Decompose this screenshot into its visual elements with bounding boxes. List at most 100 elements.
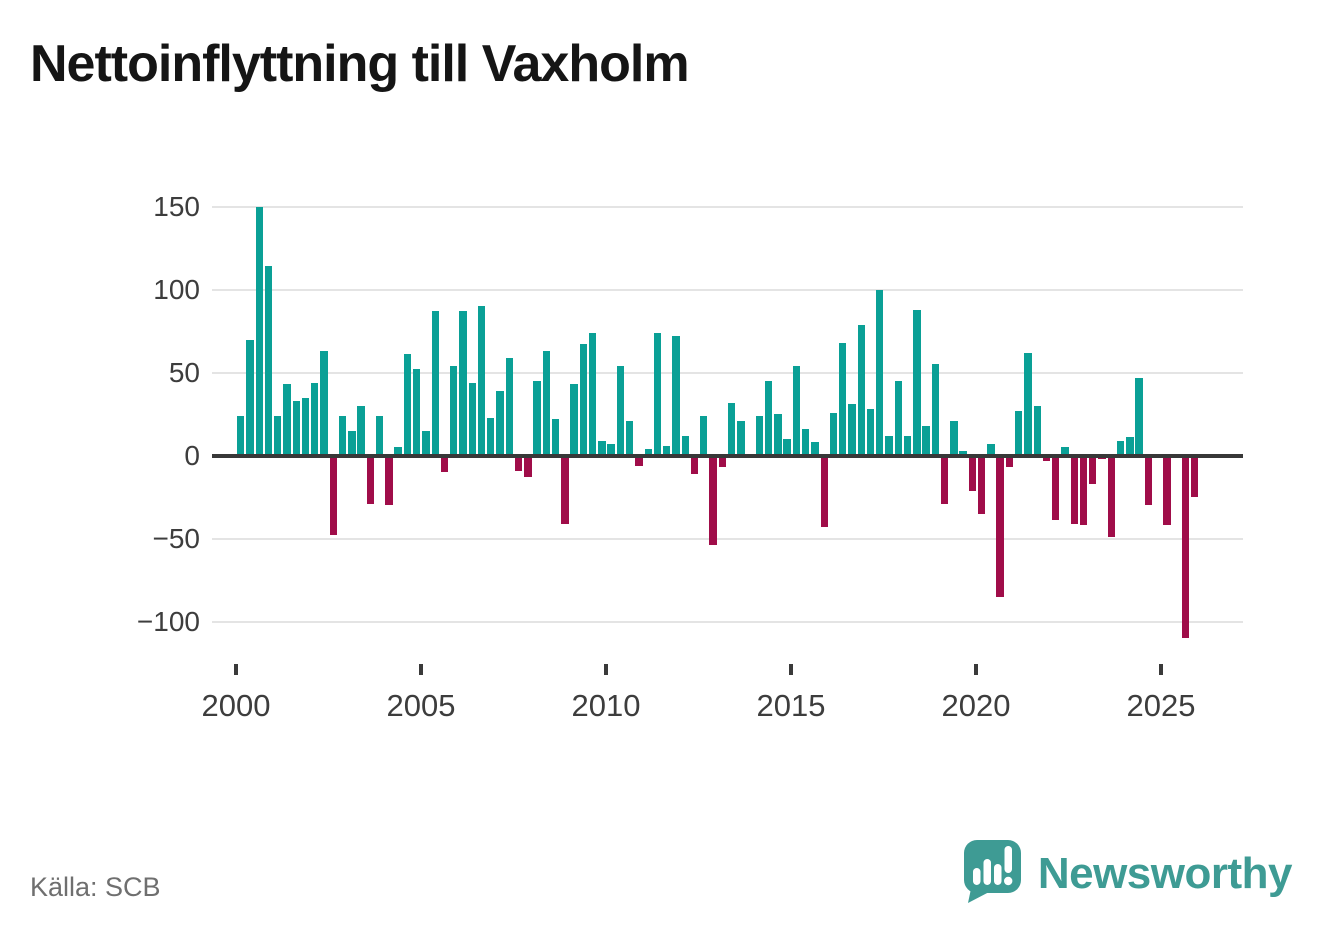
x-axis-label: 2015 (756, 688, 826, 723)
bar (885, 435, 893, 456)
x-axis-label: 2020 (941, 688, 1011, 723)
bar (524, 455, 532, 478)
y-axis-label: −100 (136, 605, 200, 637)
bar (1144, 455, 1153, 506)
bar (626, 420, 634, 456)
bar (820, 455, 828, 528)
x-axis-tick (234, 664, 238, 675)
bar (977, 455, 986, 514)
bar (1015, 410, 1023, 456)
newsworthy-speech-bubble-chart-icon (961, 838, 1024, 909)
bar (1005, 455, 1014, 468)
bar (607, 444, 615, 456)
bar (431, 311, 439, 456)
bar (598, 440, 606, 456)
bar (403, 354, 412, 456)
bar (1163, 455, 1171, 526)
bar (1181, 455, 1190, 639)
bar (839, 342, 847, 456)
bar (792, 366, 801, 456)
bar (357, 405, 365, 456)
y-axis-label: 150 (153, 190, 200, 222)
bar (301, 397, 310, 456)
bar (264, 266, 273, 456)
x-axis-label: 2010 (571, 688, 641, 723)
bar (1024, 352, 1032, 456)
newsworthy-logo-text: Newsworthy (1037, 848, 1293, 898)
bar (477, 306, 486, 456)
bar (375, 415, 384, 456)
x-axis-tick (1159, 664, 1163, 675)
bar (950, 420, 958, 456)
bar (496, 390, 504, 456)
y-axis-label: 100 (153, 273, 200, 305)
bar (1107, 455, 1116, 538)
bar (561, 455, 569, 524)
bar (450, 366, 458, 456)
bar (440, 455, 449, 473)
chart-title: Nettoinflyttning till Vaxholm (30, 35, 690, 93)
bar (718, 455, 726, 468)
bar (487, 417, 495, 456)
gridline (212, 620, 1243, 623)
bar (385, 455, 393, 506)
gridline (212, 537, 1243, 540)
bar (422, 430, 430, 456)
bar (829, 412, 838, 456)
bar (274, 415, 282, 456)
bar (1052, 455, 1060, 521)
bar (774, 414, 782, 456)
bar (579, 344, 588, 456)
bar (1190, 455, 1199, 498)
bar (366, 455, 375, 504)
bar (311, 382, 319, 456)
bar (866, 409, 875, 456)
bar (737, 420, 745, 456)
bar (755, 415, 764, 456)
x-axis-tick (604, 664, 608, 675)
bar (663, 445, 671, 456)
bar (348, 430, 356, 456)
bar (505, 357, 513, 456)
bar (968, 455, 977, 491)
bar (329, 455, 337, 536)
bar (237, 415, 245, 456)
bar (570, 384, 578, 456)
bar (857, 324, 865, 456)
bar (644, 449, 652, 456)
y-axis-label: 0 (184, 439, 200, 471)
y-axis-label: −50 (152, 522, 201, 554)
bar (653, 332, 662, 456)
bar (783, 439, 791, 456)
bar (1061, 447, 1069, 456)
bar (922, 425, 930, 456)
bar (588, 332, 597, 456)
x-axis-tick (789, 664, 793, 675)
bar (801, 429, 810, 456)
bar (931, 364, 940, 456)
x-axis-label: 2025 (1126, 688, 1196, 723)
bar (338, 415, 347, 456)
bar (876, 289, 884, 456)
bar (811, 442, 819, 456)
bar (320, 351, 328, 456)
gridline (212, 288, 1243, 291)
bar (468, 382, 476, 456)
x-axis-tick (419, 664, 423, 675)
bar (987, 444, 995, 456)
bar (940, 455, 949, 504)
newsworthy-logo: Newsworthy (961, 838, 1293, 909)
bar (672, 336, 680, 456)
bar (894, 381, 902, 456)
bar (1033, 405, 1041, 456)
x-axis-label: 2005 (386, 688, 456, 723)
bar (394, 447, 402, 456)
bar (709, 455, 717, 546)
bar (690, 455, 699, 474)
x-axis-label: 2000 (201, 688, 271, 723)
bar (459, 311, 467, 456)
zero-axis-line (212, 453, 1243, 458)
bar (412, 369, 421, 456)
bar (1116, 440, 1125, 456)
